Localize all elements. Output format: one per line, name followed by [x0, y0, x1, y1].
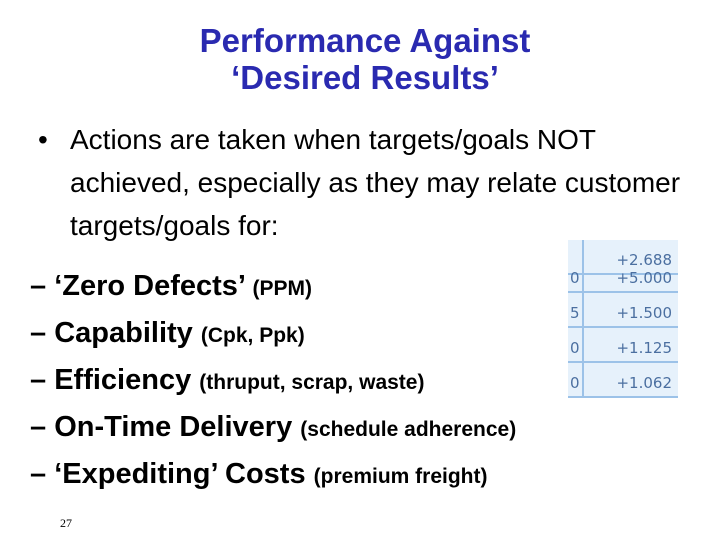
item-detail: (Cpk, Ppk)	[200, 324, 305, 347]
photo-fragment: 0	[570, 374, 580, 392]
photo-row: +2.688	[568, 240, 678, 275]
title-line-1: Performance Against	[199, 22, 531, 59]
photo-number: +1.500	[616, 304, 672, 322]
photo-fragment: 0	[570, 269, 580, 287]
item-detail: (PPM)	[252, 277, 312, 300]
sub-bullet-list: – ‘Zero Defects’ (PPM) – Capability (Cpk…	[30, 264, 710, 499]
slide-title: Performance Against ‘Desired Results’	[100, 22, 630, 96]
item-main: Capability	[54, 317, 193, 349]
item-main: ‘Zero Defects’	[54, 270, 245, 302]
title-line-2: ‘Desired Results’	[231, 59, 499, 96]
sub-bullet-zero-defects: – ‘Zero Defects’ (PPM)	[30, 264, 710, 311]
photo-row: 5 +1.500	[568, 293, 678, 328]
dash-marker: –	[30, 458, 47, 490]
photo-fragment: 5	[570, 304, 580, 322]
sub-bullet-capability: – Capability (Cpk, Ppk)	[30, 311, 710, 358]
main-bullet: • Actions are taken when targets/goals N…	[38, 118, 698, 247]
numbers-photo: +2.688 0 +5.000 5 +1.500 0 +1.125 0 +1.0…	[568, 240, 678, 398]
photo-fragment: 0	[570, 339, 580, 357]
item-detail: (schedule adherence)	[300, 418, 517, 441]
page-number: 27	[60, 516, 72, 530]
photo-row: 0 +5.000	[568, 258, 678, 293]
photo-row: 0 +1.062	[568, 363, 678, 398]
item-main: On-Time Delivery	[54, 411, 293, 443]
photo-row: 0 +1.125	[568, 328, 678, 363]
photo-column-line	[582, 240, 584, 398]
bullet-marker: •	[38, 124, 48, 155]
item-main: Efficiency	[54, 364, 192, 396]
sub-bullet-efficiency: – Efficiency (thruput, scrap, waste)	[30, 358, 710, 405]
dash-marker: –	[30, 270, 47, 302]
photo-number: +2.688	[616, 251, 672, 269]
item-detail: (premium freight)	[313, 465, 488, 488]
photo-number: +1.062	[616, 374, 672, 392]
dash-marker: –	[30, 364, 47, 396]
sub-bullet-expediting-costs: – ‘Expediting’ Costs (premium freight)	[30, 452, 710, 499]
item-main: ‘Expediting’ Costs	[54, 458, 306, 490]
bullet-text: Actions are taken when targets/goals NOT…	[70, 124, 681, 241]
photo-number: +5.000	[616, 269, 672, 287]
photo-number: +1.125	[616, 339, 672, 357]
dash-marker: –	[30, 411, 47, 443]
dash-marker: –	[30, 317, 47, 349]
sub-bullet-on-time-delivery: – On-Time Delivery (schedule adherence)	[30, 405, 710, 452]
item-detail: (thruput, scrap, waste)	[199, 371, 425, 394]
